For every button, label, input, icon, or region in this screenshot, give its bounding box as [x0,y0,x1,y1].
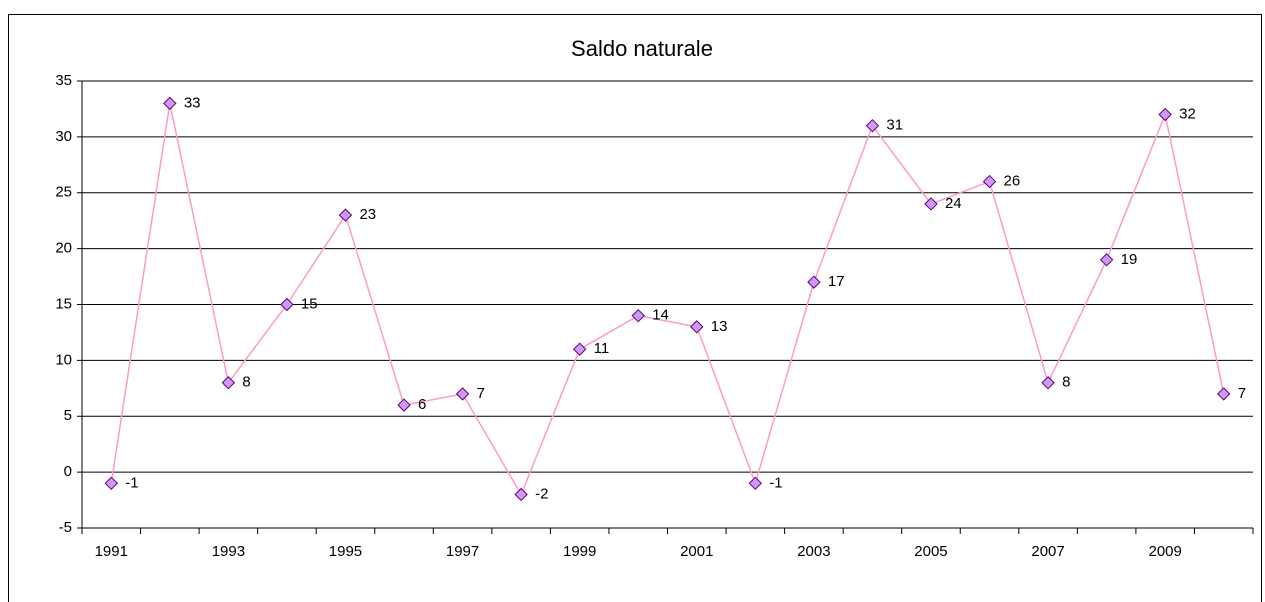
y-tick-label: 0 [64,463,72,480]
data-label: 7 [1238,385,1246,402]
marker [1158,107,1172,122]
x-tick-label: 1995 [329,543,362,560]
marker [924,197,938,211]
data-label: 31 [886,117,903,134]
data-label: 33 [184,94,201,111]
marker [807,275,821,289]
data-label: -2 [535,485,548,502]
data-label: 14 [652,307,669,324]
marker [280,297,294,312]
marker [1217,387,1231,401]
x-tick-label: 2003 [797,543,830,560]
y-tick-label: 5 [64,407,72,424]
y-tick-label: 10 [55,351,72,368]
marker [1099,253,1114,267]
data-label: 23 [359,206,376,223]
y-tick-label: 25 [55,184,72,201]
data-label: 8 [1062,374,1070,391]
data-label: 17 [828,273,845,290]
data-label: 19 [1121,251,1138,268]
x-tick-label: 1993 [212,543,245,560]
data-label: 7 [477,385,485,402]
y-tick-label: 20 [55,240,72,257]
marker [514,487,528,502]
x-tick-label: 2007 [1031,543,1064,560]
x-tick-label: 2009 [1148,543,1181,560]
y-tick-label: 15 [55,295,72,312]
y-tick-label: 35 [55,72,72,89]
marker [748,476,763,491]
marker [572,342,587,356]
marker [865,118,880,133]
data-label: 11 [594,340,610,357]
marker [982,174,997,189]
marker [163,96,177,111]
marker [397,398,411,412]
data-label: 32 [1179,105,1196,122]
marker [104,476,118,491]
chart-border [8,14,1262,602]
data-label: -1 [125,474,138,491]
y-tick-label: -5 [59,519,72,536]
marker [690,320,704,334]
data-label: 26 [1004,173,1021,190]
data-label: 13 [711,318,728,335]
data-label: 15 [301,295,318,312]
data-label: -1 [769,474,782,491]
marker [338,208,353,222]
marker [455,387,470,401]
x-tick-label: 2001 [680,543,713,560]
y-tick-label: 30 [55,128,72,145]
data-label: 6 [418,396,426,413]
line-series [110,103,1225,497]
marker [631,308,645,323]
x-tick-label: 1999 [563,543,596,560]
x-tick-label: 2005 [914,543,947,560]
marker [1041,376,1055,390]
marker [221,376,236,390]
chart-title: Saldo naturale [571,36,713,61]
x-tick-label: 1997 [446,543,479,560]
data-label: 8 [242,374,250,391]
x-tick-label: 1991 [95,543,128,560]
data-label: 24 [945,195,962,212]
